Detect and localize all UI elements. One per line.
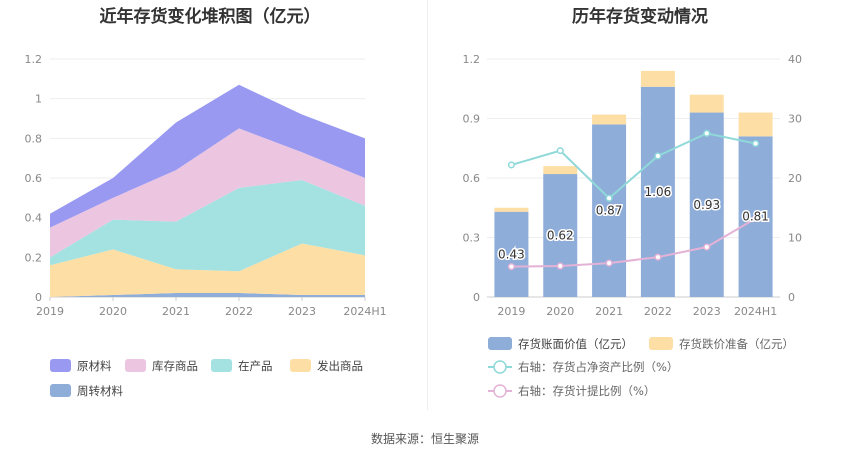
right-legend-label: 右轴：存货计提比例（%） bbox=[518, 384, 655, 398]
right-legend-marker bbox=[493, 360, 507, 374]
left-legend-swatch bbox=[211, 359, 232, 372]
line-point bbox=[556, 147, 564, 155]
bar-data-label: 0.43 bbox=[498, 247, 525, 261]
left-legend-label: 原材料 bbox=[77, 359, 112, 373]
bar-impairment bbox=[592, 114, 627, 125]
left-y-tick-label: 1 bbox=[35, 93, 42, 106]
left-legend-label: 周转材料 bbox=[77, 384, 123, 398]
bar-impairment bbox=[494, 207, 529, 212]
line-point bbox=[507, 263, 515, 271]
right-x-tick-label: 2023 bbox=[693, 305, 721, 318]
left-y-tick-label: 0.8 bbox=[25, 132, 43, 145]
chart-divider bbox=[427, 0, 428, 410]
bar-book-value bbox=[592, 124, 627, 297]
right-y-right-tick-label: 0 bbox=[788, 291, 795, 304]
right-legend-marker bbox=[493, 384, 507, 398]
right-x-tick-label: 2022 bbox=[644, 305, 672, 318]
right-chart-title: 历年存货变动情况 bbox=[572, 7, 708, 27]
right-x-tick-label: 2019 bbox=[497, 305, 525, 318]
right-y-left-tick-label: 0.6 bbox=[463, 172, 481, 185]
line-point bbox=[752, 139, 760, 148]
bar-impairment bbox=[543, 166, 578, 175]
right-legend-label: 存货跌价准备（亿元） bbox=[679, 337, 794, 351]
left-legend-label: 在产品 bbox=[238, 359, 273, 373]
line-series-2 bbox=[511, 217, 757, 268]
right-y-right-tick-label: 30 bbox=[788, 113, 802, 126]
left-x-tick-label: 2024H1 bbox=[343, 305, 386, 318]
right-legend-swatch bbox=[488, 337, 512, 350]
bar-book-value bbox=[689, 112, 724, 297]
line-point bbox=[752, 214, 760, 223]
line-point bbox=[556, 262, 564, 270]
line-point bbox=[703, 243, 711, 251]
left-legend-label: 库存商品 bbox=[152, 359, 198, 373]
bar-book-value bbox=[494, 211, 529, 297]
bar-book-value bbox=[543, 174, 578, 297]
left-legend-swatch bbox=[290, 359, 311, 372]
left-x-tick-label: 2022 bbox=[225, 305, 253, 318]
left-y-tick-label: 1.2 bbox=[25, 53, 43, 66]
area-series-3 bbox=[50, 179, 365, 272]
area-series-1 bbox=[50, 293, 365, 297]
left-legend-swatch bbox=[50, 384, 71, 397]
left-legend-swatch bbox=[125, 359, 146, 372]
line-point bbox=[654, 253, 662, 261]
bar-impairment bbox=[640, 70, 675, 87]
left-legend-label: 发出商品 bbox=[317, 359, 363, 373]
left-y-tick-label: 0.2 bbox=[25, 251, 43, 264]
bar-data-label: 0.81 bbox=[742, 210, 769, 224]
right-y-right-tick-label: 40 bbox=[788, 53, 802, 66]
left-x-tick-label: 2021 bbox=[162, 305, 190, 318]
right-x-tick-label: 2021 bbox=[595, 305, 623, 318]
bar-impairment bbox=[738, 112, 773, 137]
line-point bbox=[605, 194, 613, 202]
right-y-left-tick-label: 0.9 bbox=[463, 113, 481, 126]
bar-data-label: 0.87 bbox=[596, 204, 623, 218]
left-y-tick-label: 0.4 bbox=[25, 212, 43, 225]
left-x-tick-label: 2023 bbox=[288, 305, 316, 318]
line-point bbox=[654, 152, 662, 160]
right-y-left-tick-label: 0.3 bbox=[463, 232, 481, 245]
bar-data-label: 0.93 bbox=[693, 198, 720, 212]
right-y-right-tick-label: 20 bbox=[788, 172, 802, 185]
right-legend-swatch bbox=[649, 337, 673, 350]
area-series-5 bbox=[50, 84, 365, 228]
bar-data-label: 0.62 bbox=[547, 229, 574, 243]
area-series-4 bbox=[50, 128, 365, 258]
data-source-label: 数据来源：恒生聚源 bbox=[370, 432, 479, 446]
left-y-tick-label: 0.6 bbox=[25, 172, 43, 185]
left-y-tick-label: 0 bbox=[35, 291, 42, 304]
bar-book-value bbox=[640, 86, 675, 298]
line-point bbox=[605, 259, 613, 267]
right-y-left-tick-label: 0 bbox=[473, 291, 480, 304]
left-x-tick-label: 2019 bbox=[36, 305, 64, 318]
line-point bbox=[507, 161, 515, 169]
line-point bbox=[703, 129, 711, 137]
right-y-left-tick-label: 1.2 bbox=[463, 53, 481, 66]
right-legend-label: 存货账面价值（亿元） bbox=[518, 337, 633, 351]
line-series-1 bbox=[511, 132, 756, 200]
bar-data-label: 1.06 bbox=[645, 185, 672, 199]
right-y-right-tick-label: 10 bbox=[788, 232, 802, 245]
right-x-tick-label: 2024H1 bbox=[734, 305, 777, 318]
right-legend-label: 右轴：存货占净资产比例（%） bbox=[518, 360, 678, 374]
left-x-tick-label: 2020 bbox=[99, 305, 127, 318]
bar-impairment bbox=[689, 94, 724, 113]
left-chart-title: 近年存货变化堆积图（亿元） bbox=[99, 7, 321, 27]
left-legend-swatch bbox=[50, 359, 71, 372]
right-x-tick-label: 2020 bbox=[546, 305, 574, 318]
